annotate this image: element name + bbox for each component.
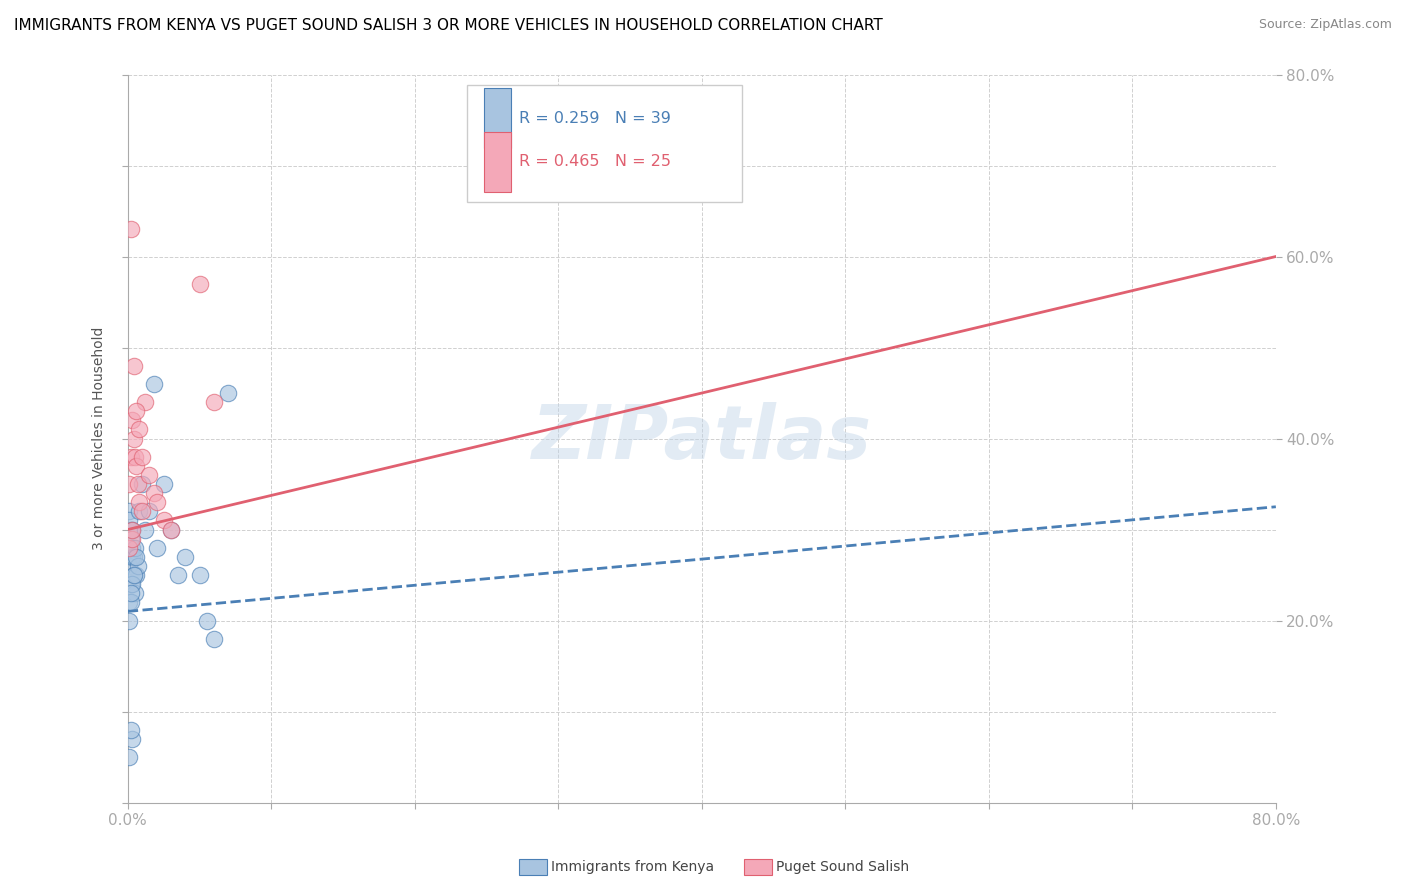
- Point: [118, 477, 141, 491]
- Point: [127, 477, 149, 491]
- Text: R = 0.259   N = 39: R = 0.259 N = 39: [519, 111, 671, 126]
- Y-axis label: 3 or more Vehicles in Household: 3 or more Vehicles in Household: [93, 326, 107, 550]
- Point: [118, 513, 141, 527]
- Point: [118, 595, 141, 609]
- Point: [118, 614, 141, 628]
- FancyBboxPatch shape: [484, 88, 512, 148]
- Point: [125, 404, 148, 418]
- Point: [121, 532, 143, 546]
- Point: [125, 549, 148, 564]
- Point: [118, 541, 141, 555]
- Point: [125, 568, 148, 582]
- Text: IMMIGRANTS FROM KENYA VS PUGET SOUND SALISH 3 OR MORE VEHICLES IN HOUSEHOLD CORR: IMMIGRANTS FROM KENYA VS PUGET SOUND SAL…: [14, 18, 883, 33]
- Point: [120, 450, 142, 464]
- Point: [124, 450, 146, 464]
- Point: [118, 558, 141, 573]
- Point: [128, 495, 150, 509]
- Point: [152, 477, 174, 491]
- Point: [120, 577, 142, 591]
- Point: [167, 568, 190, 582]
- Point: [121, 413, 143, 427]
- Point: [160, 523, 183, 537]
- Point: [142, 486, 165, 500]
- Point: [131, 477, 153, 491]
- Point: [121, 523, 143, 537]
- Point: [122, 549, 145, 564]
- Point: [122, 568, 145, 582]
- Point: [118, 504, 141, 518]
- Point: [124, 541, 146, 555]
- Point: [131, 450, 153, 464]
- Point: [122, 568, 145, 582]
- Point: [138, 467, 160, 482]
- Point: [122, 359, 145, 373]
- Point: [120, 222, 142, 236]
- Point: [128, 422, 150, 436]
- Point: [120, 532, 142, 546]
- Point: [145, 495, 167, 509]
- Point: [128, 504, 150, 518]
- Point: [202, 395, 225, 409]
- Point: [174, 549, 197, 564]
- Point: [134, 523, 156, 537]
- Point: [217, 386, 239, 401]
- Point: [145, 541, 167, 555]
- Point: [124, 586, 146, 600]
- Point: [120, 723, 142, 737]
- Point: [160, 523, 183, 537]
- Text: Source: ZipAtlas.com: Source: ZipAtlas.com: [1258, 18, 1392, 31]
- Point: [138, 504, 160, 518]
- FancyBboxPatch shape: [467, 86, 742, 202]
- Point: [188, 277, 211, 291]
- Text: R = 0.465   N = 25: R = 0.465 N = 25: [519, 154, 671, 169]
- Point: [131, 504, 153, 518]
- Point: [142, 376, 165, 391]
- Point: [118, 750, 141, 764]
- Point: [125, 458, 148, 473]
- Point: [121, 577, 143, 591]
- Point: [188, 568, 211, 582]
- Point: [202, 632, 225, 646]
- Point: [121, 549, 143, 564]
- Point: [121, 541, 143, 555]
- Point: [134, 395, 156, 409]
- Text: ZIPatlas: ZIPatlas: [531, 402, 872, 475]
- Point: [120, 523, 142, 537]
- Point: [121, 523, 143, 537]
- Point: [120, 595, 142, 609]
- Point: [152, 513, 174, 527]
- Point: [122, 432, 145, 446]
- Point: [127, 558, 149, 573]
- Text: Puget Sound Salish: Puget Sound Salish: [776, 860, 910, 874]
- Point: [120, 586, 142, 600]
- Point: [195, 614, 218, 628]
- FancyBboxPatch shape: [484, 132, 512, 192]
- Text: Immigrants from Kenya: Immigrants from Kenya: [551, 860, 714, 874]
- Point: [121, 731, 143, 746]
